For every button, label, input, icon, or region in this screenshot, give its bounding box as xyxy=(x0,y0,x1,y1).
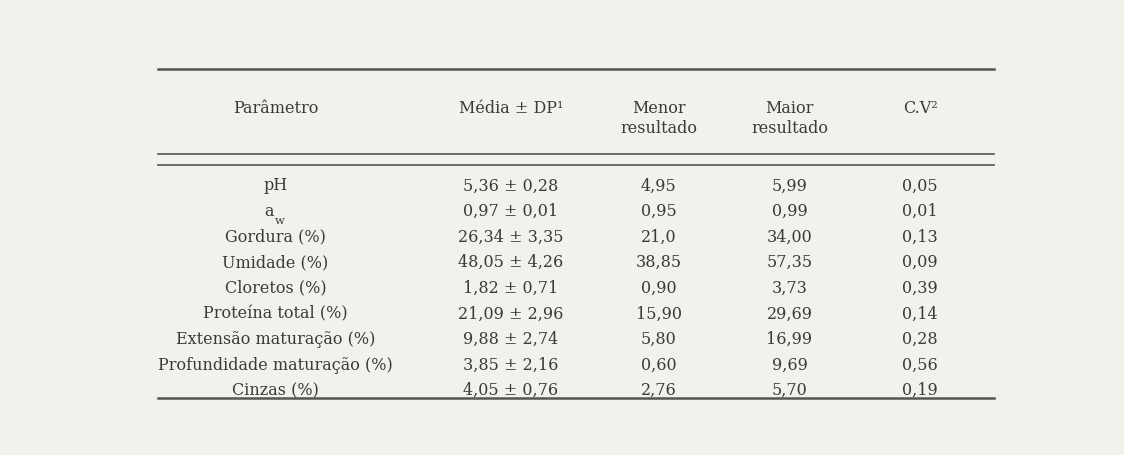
Text: 26,34 ± 3,35: 26,34 ± 3,35 xyxy=(457,228,563,246)
Text: Umidade (%): Umidade (%) xyxy=(223,254,328,271)
Text: 21,0: 21,0 xyxy=(641,228,677,246)
Text: Gordura (%): Gordura (%) xyxy=(225,228,326,246)
Text: Profundidade maturação (%): Profundidade maturação (%) xyxy=(158,357,393,374)
Text: 48,05 ± 4,26: 48,05 ± 4,26 xyxy=(459,254,563,271)
Text: 1,82 ± 0,71: 1,82 ± 0,71 xyxy=(463,280,559,297)
Text: 0,90: 0,90 xyxy=(641,280,677,297)
Text: 0,99: 0,99 xyxy=(771,203,807,220)
Text: pH: pH xyxy=(263,177,288,194)
Text: 0,60: 0,60 xyxy=(641,357,677,374)
Text: Cloretos (%): Cloretos (%) xyxy=(225,280,326,297)
Text: 5,80: 5,80 xyxy=(641,331,677,348)
Text: w: w xyxy=(274,217,284,227)
Text: 34,00: 34,00 xyxy=(767,228,813,246)
Text: 3,85 ± 2,16: 3,85 ± 2,16 xyxy=(463,357,559,374)
Text: 0,05: 0,05 xyxy=(903,177,937,194)
Text: a: a xyxy=(264,203,273,220)
Text: 0,39: 0,39 xyxy=(903,280,939,297)
Text: 15,90: 15,90 xyxy=(636,305,682,322)
Text: 0,01: 0,01 xyxy=(903,203,937,220)
Text: 0,56: 0,56 xyxy=(903,357,939,374)
Text: Maior
resultado: Maior resultado xyxy=(751,100,828,137)
Text: Menor
resultado: Menor resultado xyxy=(620,100,697,137)
Text: 0,95: 0,95 xyxy=(641,203,677,220)
Text: 29,69: 29,69 xyxy=(767,305,813,322)
Text: 2,76: 2,76 xyxy=(641,382,677,399)
Text: 0,13: 0,13 xyxy=(903,228,939,246)
Text: 0,97 ± 0,01: 0,97 ± 0,01 xyxy=(463,203,559,220)
Text: 4,95: 4,95 xyxy=(641,177,677,194)
Text: 0,14: 0,14 xyxy=(903,305,937,322)
Text: 16,99: 16,99 xyxy=(767,331,813,348)
Text: 0,28: 0,28 xyxy=(903,331,937,348)
Text: 21,09 ± 2,96: 21,09 ± 2,96 xyxy=(459,305,563,322)
Text: 4,05 ± 0,76: 4,05 ± 0,76 xyxy=(463,382,559,399)
Text: 5,99: 5,99 xyxy=(771,177,807,194)
Text: Média ± DP¹: Média ± DP¹ xyxy=(459,100,563,117)
Text: Parâmetro: Parâmetro xyxy=(233,100,318,117)
Text: Extensão maturação (%): Extensão maturação (%) xyxy=(175,331,375,348)
Text: 5,70: 5,70 xyxy=(771,382,807,399)
Text: 38,85: 38,85 xyxy=(636,254,682,271)
Text: 57,35: 57,35 xyxy=(767,254,813,271)
Text: 0,19: 0,19 xyxy=(903,382,939,399)
Text: Proteína total (%): Proteína total (%) xyxy=(203,305,347,322)
Text: 0,09: 0,09 xyxy=(903,254,937,271)
Text: C.V²: C.V² xyxy=(903,100,937,117)
Text: 5,36 ± 0,28: 5,36 ± 0,28 xyxy=(463,177,559,194)
Text: 9,69: 9,69 xyxy=(771,357,807,374)
Text: Cinzas (%): Cinzas (%) xyxy=(232,382,319,399)
Text: 3,73: 3,73 xyxy=(771,280,807,297)
Text: 9,88 ± 2,74: 9,88 ± 2,74 xyxy=(463,331,559,348)
